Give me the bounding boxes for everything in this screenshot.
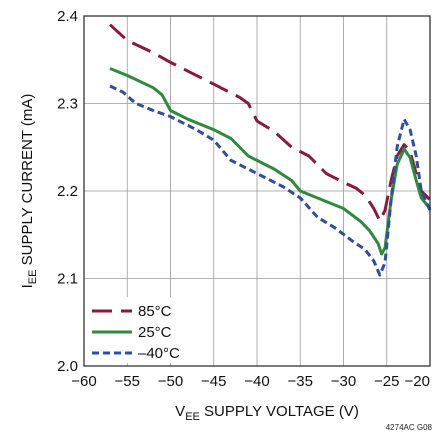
x-axis-label-main: V xyxy=(175,403,185,420)
y-axis-label-rest: SUPPLY CURRENT (mA) xyxy=(19,94,36,270)
x-tick-label: −60 xyxy=(71,373,96,390)
y-tick-label: 2.2 xyxy=(57,183,78,200)
legend-entry-label: 25°C xyxy=(138,324,172,341)
series-layer xyxy=(108,23,432,277)
y-tick-labels: 2.0 2.1 2.2 2.3 2.4 xyxy=(57,8,78,375)
y-axis-label-main: I xyxy=(19,284,36,288)
x-axis-label-sub: EE xyxy=(185,411,200,423)
x-tick-label: −50 xyxy=(158,373,183,390)
y-tick-label: 2.4 xyxy=(57,8,78,25)
y-tick-label: 2.0 xyxy=(57,358,78,375)
series-line-2 xyxy=(109,84,432,277)
x-tick-label: −20 xyxy=(405,373,430,390)
x-tick-label: −55 xyxy=(115,373,140,390)
series-line-0 xyxy=(108,23,432,223)
x-tick-label: −30 xyxy=(331,373,356,390)
y-axis-label: IEE SUPPLY CURRENT (mA) xyxy=(19,94,39,289)
x-tick-label: −25 xyxy=(374,373,399,390)
figure-code: 4274AC G08 xyxy=(386,423,433,432)
x-axis-label-rest: SUPPLY VOLTAGE (V) xyxy=(200,403,359,420)
x-tick-label: −40 xyxy=(244,373,269,390)
y-tick-label: 2.3 xyxy=(57,96,78,113)
y-tick-label: 2.1 xyxy=(57,271,78,288)
x-tick-label: −45 xyxy=(201,373,226,390)
legend: 85°C 25°C –40°C xyxy=(86,297,204,363)
x-axis-label: VEE SUPPLY VOLTAGE (V) xyxy=(175,403,359,423)
y-axis-label-sub: EE xyxy=(27,270,39,285)
series-line-1 xyxy=(109,67,432,256)
legend-entry-label: –40°C xyxy=(138,345,180,362)
plot-frame xyxy=(83,15,431,367)
x-tick-labels: −60 −55 −50 −45 −40 −35 −30 −25 −20 xyxy=(71,373,430,390)
x-tick-label: −35 xyxy=(288,373,313,390)
legend-entry-label: 85°C xyxy=(138,303,172,320)
